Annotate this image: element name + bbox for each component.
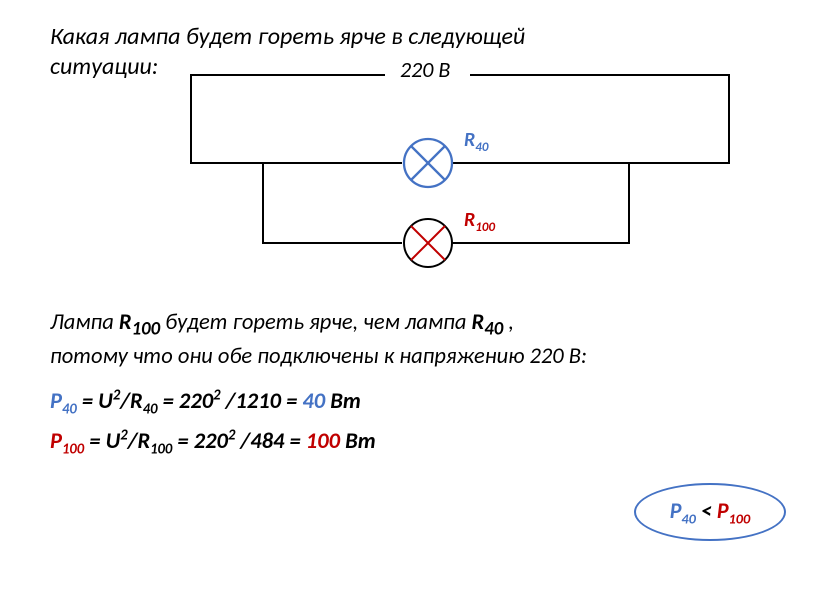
f1-v: = 220 [158,388,214,415]
question-text: Какая лампа будет гореть ярче в следующе… [50,22,670,82]
oval-l: Р [670,497,682,524]
oval-op: < [696,497,717,524]
answer-post: , [503,309,514,336]
lamp-r100-sub: 100 [475,220,495,235]
answer-pre: Лампа [50,309,119,336]
answer-r100-sub: 100 [132,318,161,341]
formula-p40: Р40 = U2/R40 = 2202 /1210 = 40 Вт [50,385,376,417]
formula-column: Р40 = U2/R40 = 2202 /1210 = 40 Вт Р100 =… [50,385,376,457]
f1-u: = U [77,388,113,415]
f2-v: = 220 [172,428,228,455]
oval-lsub: 40 [681,509,696,527]
lamp-r40-label: R40 [464,128,488,155]
wire-segment [470,74,730,76]
question-line2: ситуации: [50,52,158,81]
lamp-r40-sub: 40 [475,140,488,155]
lamp-r40-icon [402,137,454,189]
f2-u: = U [84,428,120,455]
answer-text: Лампа R100 будет гореть ярче, чем лампа … [50,308,766,371]
f1-va: /1210 = [221,388,303,415]
wire-segment [452,242,630,244]
lamp-r100-prefix: R [464,208,475,232]
lamp-r100-icon [402,217,454,269]
f2-psub: 100 [62,439,84,457]
lamp-r40-prefix: R [464,128,475,152]
f2-res: 100 [306,428,340,455]
f2-p: Р [50,428,62,455]
f1-p: Р [50,388,62,415]
wire-segment [262,162,264,244]
f1-div: /R [120,388,142,415]
f2-rsub: 100 [150,439,172,457]
wire-segment [452,162,730,164]
formula-p100: Р100 = U2/R100 = 2202 /484 = 100 Вт [50,425,376,457]
f1-psub: 40 [62,399,77,417]
oval-r: Р [717,497,729,524]
wire-segment [190,74,385,76]
f1-res: 40 [302,388,325,415]
f2-usup: 2 [120,425,127,443]
conclusion-oval: Р40 < Р100 [634,483,786,541]
answer-mid: будет гореть ярче, чем лампа [160,309,471,336]
question-line1: Какая лампа будет гореть ярче в следующе… [50,22,525,51]
wire-segment [628,162,630,244]
lamp-r100-label: R100 [464,208,495,235]
f2-unit: Вт [340,428,376,455]
f1-unit: Вт [325,388,361,415]
wire-segment [728,74,730,164]
f2-div: /R [128,428,150,455]
f1-rsub: 40 [143,399,158,417]
formula-block: Р40 = U2/R40 = 2202 /1210 = 40 Вт Р100 =… [50,385,766,457]
wire-segment [190,74,192,164]
f1-vsup: 2 [213,385,220,403]
wire-segment [262,242,402,244]
circuit-diagram: 220 В R40 R100 [190,74,730,294]
answer-r100-prefix: R [119,309,132,336]
answer-line2: потому что они обе подключены к напряжен… [50,343,587,370]
wire-segment [190,162,402,164]
answer-r40-sub: 40 [484,318,503,341]
oval-rsub: 100 [729,509,751,527]
f2-va: /484 = [235,428,305,455]
voltage-label: 220 В [400,56,450,83]
answer-r40-prefix: R [472,309,485,336]
